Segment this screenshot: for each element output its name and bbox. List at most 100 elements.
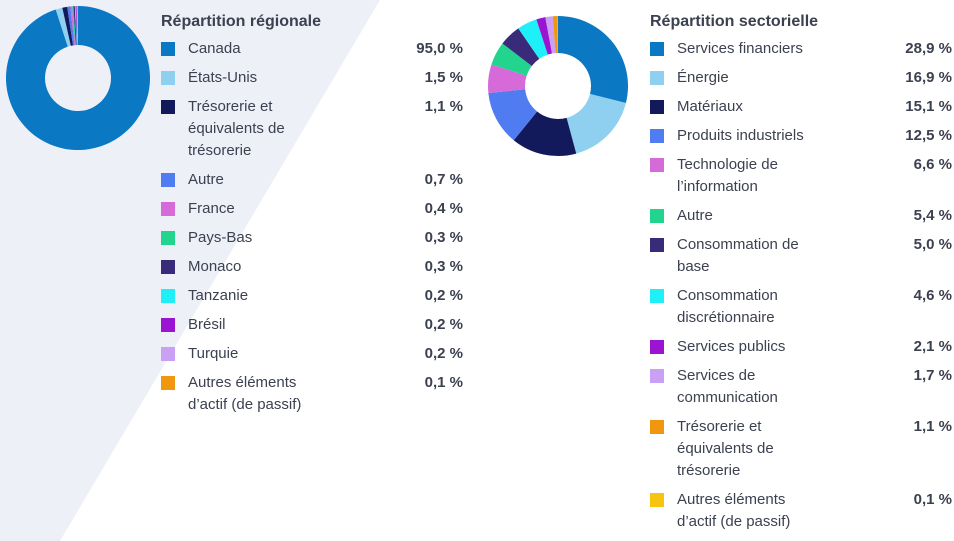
donut-slice [76,6,78,46]
donut-slice [552,16,558,54]
donut-slice [74,6,77,46]
donut-slice [491,43,532,76]
legend-value: 28,9 % [905,39,952,57]
legend-label: Pays-Bas [188,228,253,246]
legend-label: Services financiers [677,39,803,57]
donut-slice [513,111,577,157]
legend-item: Matériaux 15,1 % [650,92,952,121]
legend-item: Technologie de l’information 6,6 % [650,150,952,201]
legend-item: Énergie 16,9 % [650,63,952,92]
legend-label: Autres éléments d’actif (de passif) [188,373,302,413]
legend-value: 0,1 % [913,490,952,508]
legend-label: Tanzanie [188,286,249,304]
legend-value: 5,0 % [913,235,952,253]
legend: Répartition régionale Canada 95,0 % États-U… [161,11,463,419]
legend-swatch [161,288,175,303]
legend-swatch [161,230,175,245]
legend-swatch [161,259,175,274]
legend-label: Énergie [677,68,729,86]
legend-value: 0,2 % [424,315,463,333]
donut-slice [488,64,527,94]
legend-swatch [650,157,664,172]
legend-swatch [650,70,664,85]
legend-swatch [650,339,664,354]
donut-slice [67,6,75,46]
legend-label: Autre [188,170,224,188]
donut-slice [566,94,626,154]
legend-item: Autres éléments d’actif (de passif) 0,1 % [161,368,463,419]
legend-value: 0,2 % [424,286,463,304]
donut-slice [70,6,76,46]
legend-label: Consommation de base [677,235,799,275]
donut-slice [502,28,540,66]
legend-value: 0,7 % [424,170,463,188]
legend-value: 0,3 % [424,257,463,275]
legend-item: Autre 5,4 % [650,201,952,230]
donut-slice [5,6,151,150]
legend-item: Turquie 0,2 % [161,339,463,368]
legend-item: Canada 95,0 % [161,34,463,63]
legend-label: France [188,199,235,217]
legend-item: Produits industriels 12,5 % [650,121,952,150]
legend-item: Services publics 2,1 % [650,332,952,361]
legend-swatch [161,346,175,361]
legend-value: 0,1 % [424,373,463,391]
donut-chart [488,16,628,157]
legend: Répartition sectorielle Services financie… [650,11,952,536]
legend-label: Matériaux [677,97,743,115]
legend-label: Autre [677,206,713,224]
legend-value: 6,6 % [913,155,952,173]
legend-label: Brésil [188,315,226,333]
donut-slice [62,6,74,46]
donut-slice [518,19,548,59]
legend-item: Brésil 0,2 % [161,310,463,339]
legend-swatch [650,368,664,383]
legend-label: Produits industriels [677,126,804,144]
legend-swatch [650,492,664,507]
legend-item: Autre 0,7 % [161,165,463,194]
legend-swatch [650,41,664,56]
legend-label: États-Unis [188,68,258,86]
legend-value: 0,2 % [424,344,463,362]
legend-item: Tanzanie 0,2 % [161,281,463,310]
legend-label: Services publics [677,337,786,355]
legend-swatch [161,317,175,332]
legend-swatch [161,99,175,114]
legend-swatch [161,41,175,56]
legend-value: 5,4 % [913,206,952,224]
legend-item: Pays-Bas 0,3 % [161,223,463,252]
legend-title: Répartition régionale [161,13,322,30]
legend-value: 4,6 % [913,286,952,304]
legend-item: Trésorerie et équivalents de trésorerie 1… [161,92,463,165]
legend-swatch [161,201,175,216]
legend-item: Monaco 0,3 % [161,252,463,281]
legend-swatch [650,237,664,252]
legend-label: Trésorerie et équivalents de trésorerie [677,417,774,479]
legend-value: 12,5 % [905,126,952,144]
legend-swatch [650,99,664,114]
legend-swatch [161,70,175,85]
legend-value: 1,7 % [913,366,952,384]
legend-value: 16,9 % [905,68,952,86]
legend-item: Trésorerie et équivalents de trésorerie 1… [650,412,952,485]
legend-swatch [161,172,175,187]
legend-label: Trésorerie et équivalents de trésorerie [188,97,285,159]
donut-slice [55,7,71,47]
legend-swatch [650,419,664,434]
legend-label: Autres éléments d’actif (de passif) [677,490,791,530]
legend-item: Services financiers 28,9 % [650,34,952,63]
legend-value: 95,0 % [416,39,463,57]
legend-item: États-Unis 1,5 % [161,63,463,92]
legend-value: 0,3 % [424,228,463,246]
donut-slice [488,89,538,141]
legend-label: Services de communication [677,366,778,406]
legend-value: 1,5 % [424,68,463,86]
donut-slice [558,16,628,103]
legend-value: 15,1 % [905,97,952,115]
donut-chart [5,6,151,150]
legend-label: Monaco [188,257,242,275]
legend-label: Consommation discrétionnaire [677,286,778,326]
legend-label: Technologie de l’information [677,155,778,195]
legend-item: Autres éléments d’actif (de passif) 0,1 % [650,485,952,536]
